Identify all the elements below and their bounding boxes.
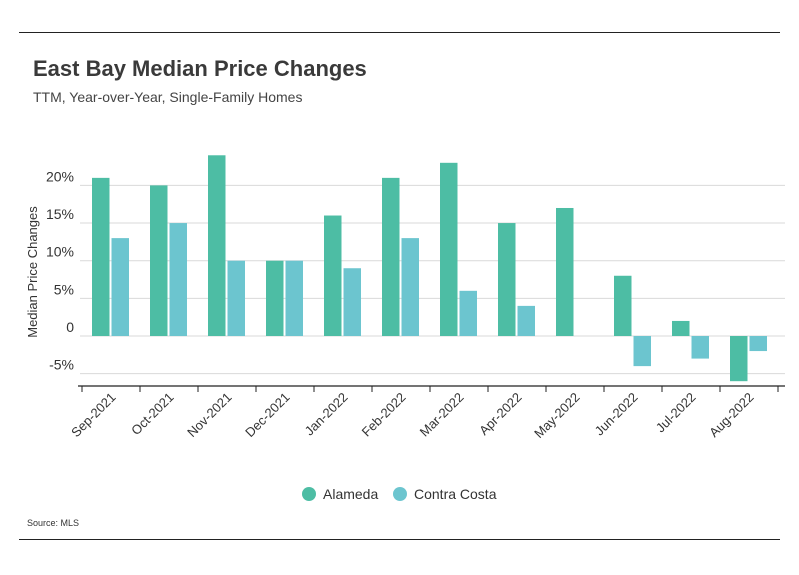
legend: Alameda Contra Costa bbox=[302, 486, 497, 502]
y-tick-label: 15% bbox=[46, 206, 74, 222]
bar-alameda-jul-2022 bbox=[672, 320, 690, 336]
bar-contra-costa-mar-2022 bbox=[459, 290, 477, 336]
legend-swatch-contra-costa bbox=[393, 487, 407, 501]
y-tick-label: 0 bbox=[66, 319, 74, 335]
bar-alameda-mar-2022 bbox=[440, 162, 458, 336]
x-tick-label: Jun-2022 bbox=[592, 390, 641, 439]
y-tick-label: 5% bbox=[54, 281, 74, 297]
bar-contra-costa-sep-2021 bbox=[111, 238, 129, 336]
x-tick-label: Jul-2022 bbox=[653, 390, 699, 436]
x-tick-label: Jan-2022 bbox=[302, 390, 351, 439]
x-tick-label: Dec-2021 bbox=[242, 390, 292, 440]
bar-contra-costa-dec-2021 bbox=[285, 260, 303, 336]
bars bbox=[92, 155, 767, 382]
y-tick-label: 20% bbox=[46, 168, 74, 184]
axes bbox=[78, 385, 785, 392]
y-tick-label: -5% bbox=[49, 357, 74, 373]
top-rule bbox=[19, 32, 780, 33]
x-tick-label: Nov-2021 bbox=[184, 390, 234, 440]
x-tick-label: May-2022 bbox=[531, 390, 582, 441]
chart-title: East Bay Median Price Changes bbox=[33, 56, 367, 81]
bar-contra-costa-feb-2022 bbox=[401, 238, 419, 336]
source-note: Source: MLS bbox=[27, 518, 80, 528]
bar-alameda-apr-2022 bbox=[498, 223, 516, 336]
bar-contra-costa-jan-2022 bbox=[343, 268, 361, 336]
bar-contra-costa-oct-2021 bbox=[169, 223, 187, 336]
gridlines bbox=[80, 184, 785, 375]
legend-label-alameda: Alameda bbox=[323, 486, 378, 502]
bar-alameda-aug-2022 bbox=[730, 336, 748, 382]
bar-contra-costa-aug-2022 bbox=[749, 336, 767, 352]
x-tick-label: Feb-2022 bbox=[359, 390, 409, 440]
x-tick-label: Sep-2021 bbox=[68, 390, 118, 440]
bar-alameda-sep-2021 bbox=[92, 177, 110, 336]
bar-alameda-jun-2022 bbox=[614, 275, 632, 336]
x-tick-labels: Sep-2021 Oct-2021 Nov-2021 Dec-2021 Jan-2022… bbox=[68, 390, 756, 441]
y-axis-title: Median Price Changes bbox=[25, 206, 40, 338]
x-tick-label: Mar-2022 bbox=[417, 390, 467, 440]
x-tick-label: Oct-2021 bbox=[128, 390, 176, 438]
y-tick-labels: 20% 15% 10% 5% 0 -5% bbox=[46, 168, 74, 372]
bar-alameda-jan-2022 bbox=[324, 215, 342, 336]
bar-contra-costa-apr-2022 bbox=[517, 305, 535, 336]
x-tick-label: Apr-2022 bbox=[476, 390, 524, 438]
bar-alameda-may-2022 bbox=[556, 207, 574, 336]
x-tick-label: Aug-2022 bbox=[706, 390, 756, 440]
legend-label-contra-costa: Contra Costa bbox=[414, 486, 497, 502]
bottom-rule bbox=[19, 539, 780, 540]
y-tick-label: 10% bbox=[46, 244, 74, 260]
bar-alameda-dec-2021 bbox=[266, 260, 284, 336]
chart-subtitle: TTM, Year-over-Year, Single-Family Homes bbox=[33, 89, 303, 105]
bar-alameda-nov-2021 bbox=[208, 155, 226, 336]
bar-contra-costa-nov-2021 bbox=[227, 260, 245, 336]
bar-contra-costa-jul-2022 bbox=[691, 336, 709, 359]
legend-swatch-alameda bbox=[302, 487, 316, 501]
bar-alameda-feb-2022 bbox=[382, 177, 400, 336]
bar-alameda-oct-2021 bbox=[150, 185, 168, 336]
bar-contra-costa-jun-2022 bbox=[633, 336, 651, 367]
